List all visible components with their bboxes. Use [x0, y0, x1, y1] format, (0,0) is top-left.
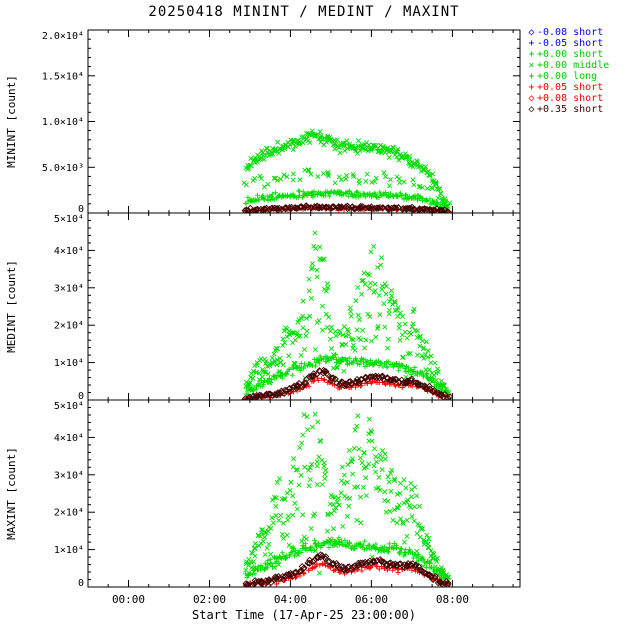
legend: ◇ -0.08 short + -0.05 short + +0.00 short × +0.… [526, 27, 609, 115]
x-tick-label: 00:00 [112, 593, 145, 606]
scatter-series [241, 166, 453, 208]
x-tick-label: 06:00 [355, 593, 388, 606]
y-tick-label: 3×10⁴ [54, 470, 84, 481]
y-tick-label: 5.0×10³ [42, 163, 84, 174]
y-axis-label: MAXINT [count] [5, 447, 18, 540]
x-tick-label: 04:00 [274, 593, 307, 606]
y-axis-label: MININT [count] [5, 75, 18, 168]
y-tick-label: 4×10⁴ [54, 433, 84, 444]
y-tick-label: 5×10⁴ [54, 214, 84, 225]
legend-label: +0.00 short [537, 49, 604, 60]
y-tick-label: 1.0×10⁴ [42, 117, 84, 128]
legend-label: +0.08 short [537, 93, 604, 104]
legend-item: ◇ +0.08 short [526, 93, 609, 104]
legend-label: -0.05 short [537, 38, 604, 49]
plus-marker-icon: + [528, 38, 535, 49]
y-tick-label: 3×10⁴ [54, 283, 84, 294]
legend-item: ◇ -0.08 short [526, 27, 609, 38]
x-tick-label: 08:00 [436, 593, 469, 606]
panel-frame [87, 399, 521, 588]
x-marker-icon: × [528, 60, 535, 71]
y-tick-label: 0 [78, 578, 84, 589]
y-tick-label: 0 [78, 204, 84, 215]
plus-marker-icon: + [528, 49, 535, 60]
plus-marker-icon: + [528, 82, 535, 93]
y-tick-label: 4×10⁴ [54, 246, 84, 257]
x-axis-title: Start Time (17-Apr-25 23:00:00) [192, 608, 416, 622]
y-tick-label: 2×10⁴ [54, 321, 84, 332]
panel-frame [87, 29, 521, 214]
chart-title: 20250418 MININT / MEDINT / MAXINT [148, 4, 460, 20]
legend-label: +0.05 short [537, 82, 604, 93]
diamond-marker-icon: ◇ [528, 93, 535, 104]
legend-label: +0.35 short [537, 104, 604, 115]
y-tick-label: 2×10⁴ [54, 508, 84, 519]
y-tick-label: 1.5×10⁴ [42, 71, 84, 82]
y-tick-label: 1×10⁴ [54, 358, 84, 369]
y-tick-label: 0 [78, 391, 84, 402]
y-tick-label: 5×10⁴ [54, 401, 84, 412]
legend-label: +0.00 long [537, 71, 598, 82]
legend-item: ◇ +0.35 short [526, 104, 609, 115]
x-tick-label: 02:00 [193, 593, 226, 606]
legend-item: + +0.05 short [526, 82, 609, 93]
diamond-marker-icon: ◇ [528, 104, 535, 115]
y-tick-label: 1×10⁴ [54, 545, 84, 556]
legend-item: + +0.00 short [526, 49, 609, 60]
diamond-marker-icon: ◇ [528, 27, 535, 38]
legend-item: + +0.00 long [526, 71, 609, 82]
y-tick-label: 2.0×10⁴ [42, 31, 84, 42]
panel-frame [87, 212, 521, 401]
plus-marker-icon: + [528, 71, 535, 82]
legend-item: + -0.05 short [526, 38, 609, 49]
legend-label: +0.00 middle [537, 60, 610, 71]
y-axis-label: MEDINT [count] [5, 260, 18, 353]
legend-label: -0.08 short [537, 27, 604, 38]
legend-item: × +0.00 middle [526, 60, 609, 71]
